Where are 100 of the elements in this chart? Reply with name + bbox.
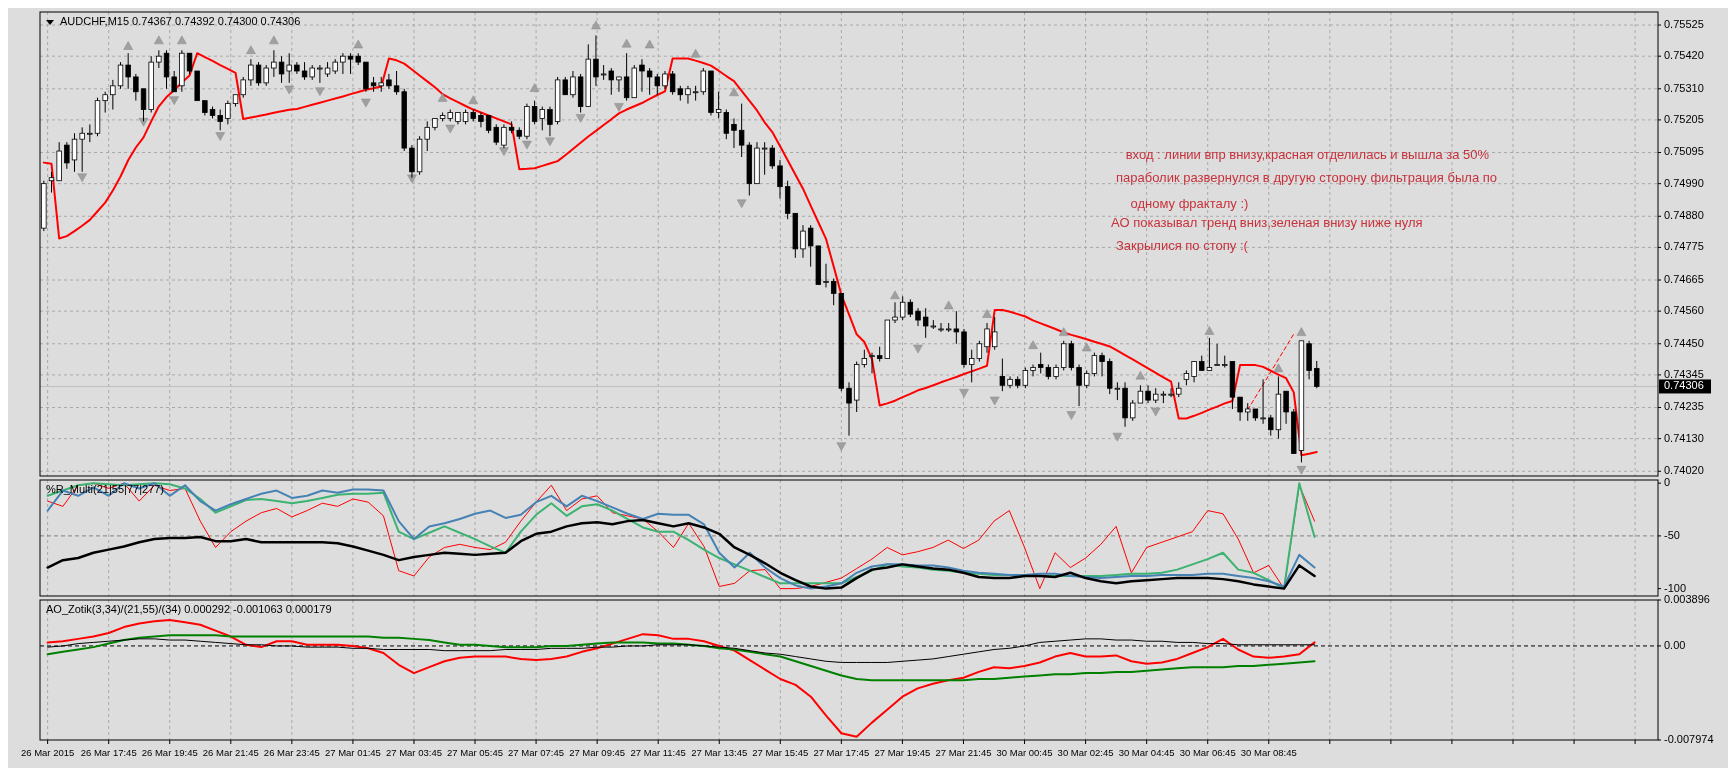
- x-tick-label: 27 Mar 17:45: [813, 747, 870, 758]
- point: [614, 103, 624, 112]
- line-series: [46, 619, 1316, 738]
- point: [353, 39, 363, 49]
- y-tick-label: 0.75420: [1664, 49, 1704, 62]
- x-tick-label: 27 Mar 03:45: [385, 747, 442, 758]
- point: [529, 83, 540, 92]
- x-tick-label: 26 Mar 17:45: [80, 747, 137, 758]
- candlestick: [685, 85, 691, 105]
- annotation: параболик развернулся в другую сторону фильтрация была по: [1115, 170, 1497, 186]
- y-tick-label: 0.75095: [1664, 145, 1704, 158]
- y-tick-label: 0.74665: [1664, 272, 1704, 285]
- candlestick: [117, 61, 124, 90]
- candlestick: [984, 322, 990, 354]
- point: [361, 98, 371, 108]
- candlestick: [616, 76, 622, 93]
- y-tick-label: 0.74235: [1664, 400, 1704, 413]
- point: [1296, 327, 1307, 336]
- candlestick: [163, 49, 170, 90]
- point: [1028, 340, 1038, 349]
- point: [315, 87, 325, 96]
- x-tick-label: 27 Mar 05:45: [447, 747, 504, 758]
- candlestick: [1283, 390, 1289, 425]
- candlestick: [869, 352, 875, 374]
- point: [1066, 411, 1077, 420]
- candlestick: [102, 91, 108, 114]
- point: [621, 38, 632, 48]
- point: [269, 35, 279, 45]
- point: [836, 442, 847, 451]
- point: [959, 389, 969, 398]
- x-tick-label: 30 Mar 02:45: [1057, 747, 1114, 758]
- point: [989, 396, 1000, 406]
- candlestick: [156, 49, 162, 69]
- candlestick: [186, 52, 193, 75]
- point: [177, 35, 187, 45]
- candlestick: [79, 126, 85, 173]
- candlestick: [71, 132, 78, 173]
- point: [445, 124, 455, 134]
- candlestick: [271, 49, 277, 78]
- y-tick-label: 0.75205: [1664, 112, 1704, 125]
- chart-title: AUDCHF,M15 0.74367 0.74392 0.74300 0.74306: [60, 15, 301, 27]
- candlestick: [1076, 364, 1082, 407]
- line-series: [1247, 333, 1295, 411]
- candlestick: [731, 117, 737, 149]
- point: [154, 35, 164, 45]
- candlestick: [1099, 352, 1105, 377]
- point: [736, 199, 747, 209]
- y-tick-label: -100: [1664, 581, 1687, 594]
- point: [123, 41, 133, 50]
- candlestick: [248, 58, 254, 87]
- annotation: АО показывал тренд вниз,зеленая внизу ниже нуля: [1111, 214, 1423, 230]
- y-tick-label: 0: [1664, 476, 1671, 489]
- point: [437, 93, 448, 102]
- annotation: Закрылися по стопу :(: [1115, 238, 1249, 254]
- candlestick: [1214, 343, 1220, 366]
- x-tick-label: 26 Mar 23:45: [263, 747, 320, 758]
- candlestick: [263, 64, 269, 87]
- x-tick-label: 27 Mar 19:45: [874, 747, 931, 758]
- y-tick-label: 0.74020: [1664, 464, 1704, 477]
- point: [913, 344, 923, 354]
- candlestick: [240, 76, 246, 99]
- candlestick: [1191, 361, 1197, 383]
- point: [499, 147, 509, 156]
- point: [1058, 327, 1069, 336]
- y-tick-label: 0.003896: [1664, 592, 1710, 605]
- candlestick: [1314, 360, 1320, 389]
- x-tick-label: 27 Mar 15:45: [752, 747, 809, 758]
- line-series: [46, 518, 1316, 590]
- point: [522, 140, 532, 150]
- point: [1296, 466, 1307, 475]
- candlestick: [225, 100, 231, 125]
- candlestick: [777, 159, 783, 199]
- point: [138, 118, 149, 127]
- point: [169, 96, 179, 105]
- x-tick-label: 30 Mar 06:45: [1179, 747, 1236, 758]
- candlestick: [800, 224, 806, 259]
- x-tick-label: 27 Mar 13:45: [691, 747, 748, 758]
- point: [1273, 363, 1284, 373]
- point: [982, 309, 992, 318]
- point: [729, 87, 739, 96]
- point: [1150, 407, 1161, 417]
- x-tick-label: 27 Mar 07:45: [508, 747, 565, 758]
- x-tick-label: 30 Mar 04:45: [1118, 747, 1175, 758]
- candlestick: [938, 322, 944, 333]
- candlestick: [317, 64, 323, 84]
- point: [644, 39, 655, 49]
- y-tick-label: -50: [1664, 528, 1680, 541]
- point: [1204, 326, 1215, 335]
- y-tick-label: -0.007974: [1664, 732, 1714, 745]
- point: [575, 114, 586, 123]
- y-tick-label: 0.74560: [1664, 304, 1704, 317]
- point: [1135, 370, 1146, 380]
- candlestick: [823, 263, 829, 288]
- y-tick-label: 0.75310: [1664, 81, 1704, 94]
- candlestick: [386, 73, 392, 90]
- y-tick-label: 0.74880: [1664, 209, 1704, 222]
- x-tick-label: 26 Mar 21:45: [202, 747, 259, 758]
- candlestick: [570, 70, 576, 99]
- candlestick: [125, 52, 131, 90]
- candlestick: [1260, 378, 1266, 425]
